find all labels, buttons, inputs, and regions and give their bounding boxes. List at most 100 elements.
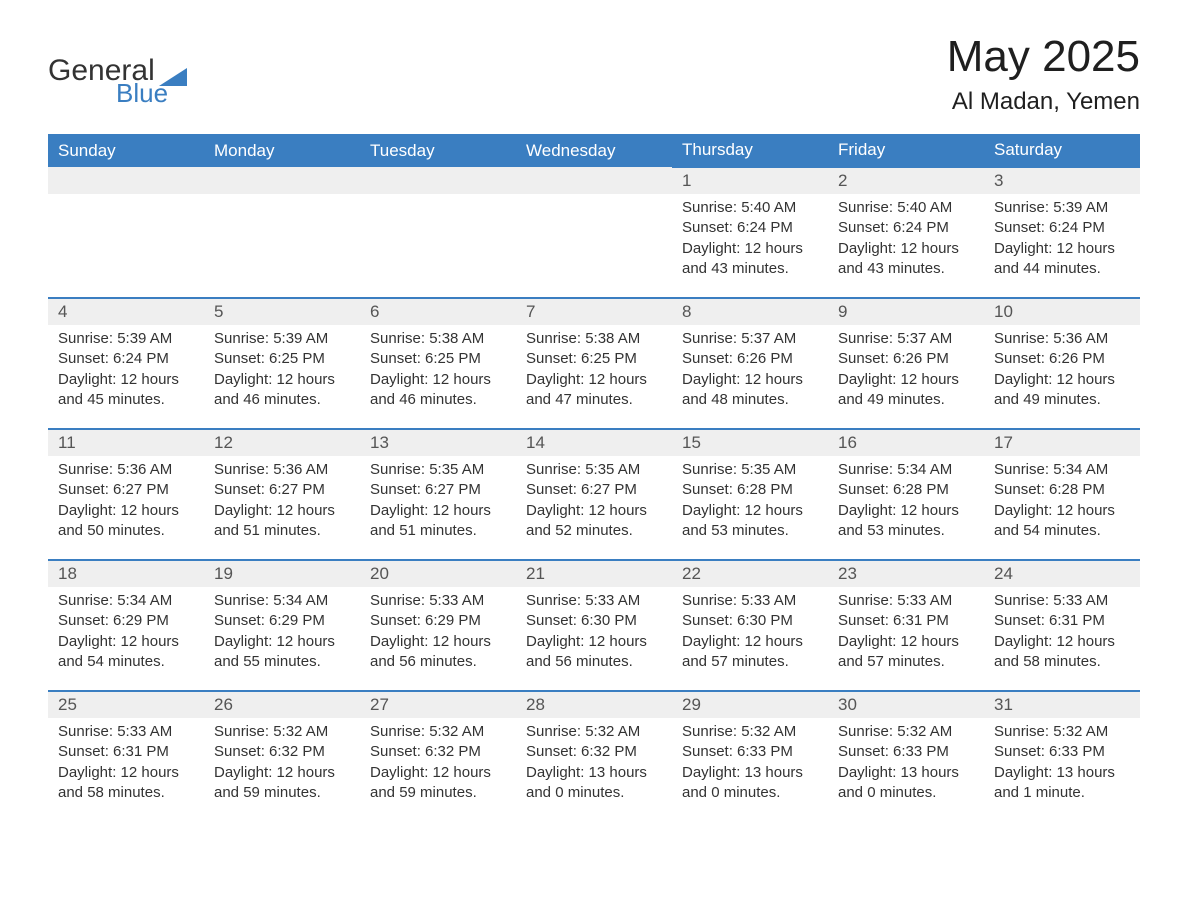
day-body-cell: Sunrise: 5:32 AMSunset: 6:33 PMDaylight:…	[828, 718, 984, 821]
sunset-text: Sunset: 6:26 PM	[838, 349, 974, 369]
sunset-text: Sunset: 6:30 PM	[526, 611, 662, 631]
sunset-text: Sunset: 6:28 PM	[682, 480, 818, 500]
sunrise-text: Sunrise: 5:32 AM	[370, 722, 506, 742]
day-number-cell	[516, 167, 672, 194]
day-number-cell: 19	[204, 560, 360, 587]
sunrise-text: Sunrise: 5:33 AM	[994, 591, 1130, 611]
weekday-header: Wednesday	[516, 134, 672, 167]
day-number-cell: 10	[984, 298, 1140, 325]
sunrise-text: Sunrise: 5:35 AM	[682, 460, 818, 480]
day-body-cell: Sunrise: 5:33 AMSunset: 6:31 PMDaylight:…	[984, 587, 1140, 691]
daylight-text: Daylight: 12 hours and 43 minutes.	[682, 239, 818, 280]
day-body-cell: Sunrise: 5:33 AMSunset: 6:30 PMDaylight:…	[672, 587, 828, 691]
day-body-cell: Sunrise: 5:40 AMSunset: 6:24 PMDaylight:…	[672, 194, 828, 298]
daylight-text: Daylight: 12 hours and 53 minutes.	[682, 501, 818, 542]
sunrise-text: Sunrise: 5:34 AM	[214, 591, 350, 611]
day-body-cell: Sunrise: 5:33 AMSunset: 6:31 PMDaylight:…	[48, 718, 204, 821]
daylight-text: Daylight: 12 hours and 49 minutes.	[838, 370, 974, 411]
daylight-text: Daylight: 12 hours and 50 minutes.	[58, 501, 194, 542]
day-body-cell: Sunrise: 5:32 AMSunset: 6:33 PMDaylight:…	[984, 718, 1140, 821]
day-number-row: 123	[48, 167, 1140, 194]
day-body-cell: Sunrise: 5:34 AMSunset: 6:28 PMDaylight:…	[984, 456, 1140, 560]
sunset-text: Sunset: 6:31 PM	[58, 742, 194, 762]
sunset-text: Sunset: 6:30 PM	[682, 611, 818, 631]
day-number-cell: 9	[828, 298, 984, 325]
sunrise-text: Sunrise: 5:39 AM	[58, 329, 194, 349]
day-body-cell: Sunrise: 5:36 AMSunset: 6:26 PMDaylight:…	[984, 325, 1140, 429]
sunrise-text: Sunrise: 5:32 AM	[526, 722, 662, 742]
day-number-cell: 6	[360, 298, 516, 325]
daylight-text: Daylight: 12 hours and 56 minutes.	[370, 632, 506, 673]
title-block: May 2025 Al Madan, Yemen	[947, 32, 1140, 116]
day-body-cell: Sunrise: 5:39 AMSunset: 6:24 PMDaylight:…	[48, 325, 204, 429]
sunrise-text: Sunrise: 5:35 AM	[526, 460, 662, 480]
daylight-text: Daylight: 12 hours and 56 minutes.	[526, 632, 662, 673]
day-number-row: 18192021222324	[48, 560, 1140, 587]
day-body-row: Sunrise: 5:40 AMSunset: 6:24 PMDaylight:…	[48, 194, 1140, 298]
day-number-cell: 5	[204, 298, 360, 325]
daylight-text: Daylight: 13 hours and 0 minutes.	[682, 763, 818, 804]
sunset-text: Sunset: 6:27 PM	[214, 480, 350, 500]
day-number-cell: 15	[672, 429, 828, 456]
weekday-header-row: Sunday Monday Tuesday Wednesday Thursday…	[48, 134, 1140, 167]
day-number-row: 11121314151617	[48, 429, 1140, 456]
day-body-cell: Sunrise: 5:32 AMSunset: 6:33 PMDaylight:…	[672, 718, 828, 821]
sunset-text: Sunset: 6:25 PM	[526, 349, 662, 369]
day-body-cell: Sunrise: 5:37 AMSunset: 6:26 PMDaylight:…	[828, 325, 984, 429]
daylight-text: Daylight: 12 hours and 58 minutes.	[58, 763, 194, 804]
day-body-cell: Sunrise: 5:32 AMSunset: 6:32 PMDaylight:…	[204, 718, 360, 821]
sunrise-text: Sunrise: 5:33 AM	[526, 591, 662, 611]
location-label: Al Madan, Yemen	[947, 88, 1140, 116]
sunset-text: Sunset: 6:29 PM	[214, 611, 350, 631]
month-title: May 2025	[947, 32, 1140, 82]
sunset-text: Sunset: 6:28 PM	[838, 480, 974, 500]
day-body-row: Sunrise: 5:33 AMSunset: 6:31 PMDaylight:…	[48, 718, 1140, 821]
daylight-text: Daylight: 12 hours and 57 minutes.	[682, 632, 818, 673]
sunset-text: Sunset: 6:28 PM	[994, 480, 1130, 500]
sunrise-text: Sunrise: 5:34 AM	[994, 460, 1130, 480]
daylight-text: Daylight: 12 hours and 48 minutes.	[682, 370, 818, 411]
day-number-row: 45678910	[48, 298, 1140, 325]
day-number-cell: 27	[360, 691, 516, 718]
sunset-text: Sunset: 6:32 PM	[214, 742, 350, 762]
day-number-cell: 12	[204, 429, 360, 456]
sunset-text: Sunset: 6:32 PM	[370, 742, 506, 762]
sunset-text: Sunset: 6:24 PM	[994, 218, 1130, 238]
daylight-text: Daylight: 12 hours and 45 minutes.	[58, 370, 194, 411]
day-number-cell: 8	[672, 298, 828, 325]
day-body-cell	[204, 194, 360, 298]
day-body-cell: Sunrise: 5:34 AMSunset: 6:29 PMDaylight:…	[48, 587, 204, 691]
sunset-text: Sunset: 6:31 PM	[838, 611, 974, 631]
day-number-cell: 30	[828, 691, 984, 718]
day-body-row: Sunrise: 5:36 AMSunset: 6:27 PMDaylight:…	[48, 456, 1140, 560]
sunset-text: Sunset: 6:24 PM	[58, 349, 194, 369]
weekday-header: Thursday	[672, 134, 828, 167]
day-body-cell: Sunrise: 5:38 AMSunset: 6:25 PMDaylight:…	[360, 325, 516, 429]
day-body-cell: Sunrise: 5:34 AMSunset: 6:29 PMDaylight:…	[204, 587, 360, 691]
day-body-cell: Sunrise: 5:33 AMSunset: 6:31 PMDaylight:…	[828, 587, 984, 691]
day-number-cell: 21	[516, 560, 672, 587]
day-number-cell: 18	[48, 560, 204, 587]
day-number-cell: 13	[360, 429, 516, 456]
day-number-cell: 26	[204, 691, 360, 718]
sunrise-text: Sunrise: 5:33 AM	[838, 591, 974, 611]
day-body-cell: Sunrise: 5:33 AMSunset: 6:29 PMDaylight:…	[360, 587, 516, 691]
daylight-text: Daylight: 12 hours and 44 minutes.	[994, 239, 1130, 280]
day-number-cell: 17	[984, 429, 1140, 456]
day-body-cell: Sunrise: 5:38 AMSunset: 6:25 PMDaylight:…	[516, 325, 672, 429]
daylight-text: Daylight: 12 hours and 58 minutes.	[994, 632, 1130, 673]
daylight-text: Daylight: 12 hours and 59 minutes.	[370, 763, 506, 804]
brand-word2: Blue	[116, 80, 187, 106]
sunrise-text: Sunrise: 5:34 AM	[838, 460, 974, 480]
day-body-cell	[48, 194, 204, 298]
daylight-text: Daylight: 12 hours and 54 minutes.	[58, 632, 194, 673]
sunrise-text: Sunrise: 5:39 AM	[994, 198, 1130, 218]
brand-logo: General Blue	[48, 32, 187, 106]
day-number-cell: 14	[516, 429, 672, 456]
sunrise-text: Sunrise: 5:39 AM	[214, 329, 350, 349]
daylight-text: Daylight: 12 hours and 43 minutes.	[838, 239, 974, 280]
day-number-row: 25262728293031	[48, 691, 1140, 718]
day-number-cell: 11	[48, 429, 204, 456]
sunset-text: Sunset: 6:33 PM	[838, 742, 974, 762]
day-number-cell: 22	[672, 560, 828, 587]
